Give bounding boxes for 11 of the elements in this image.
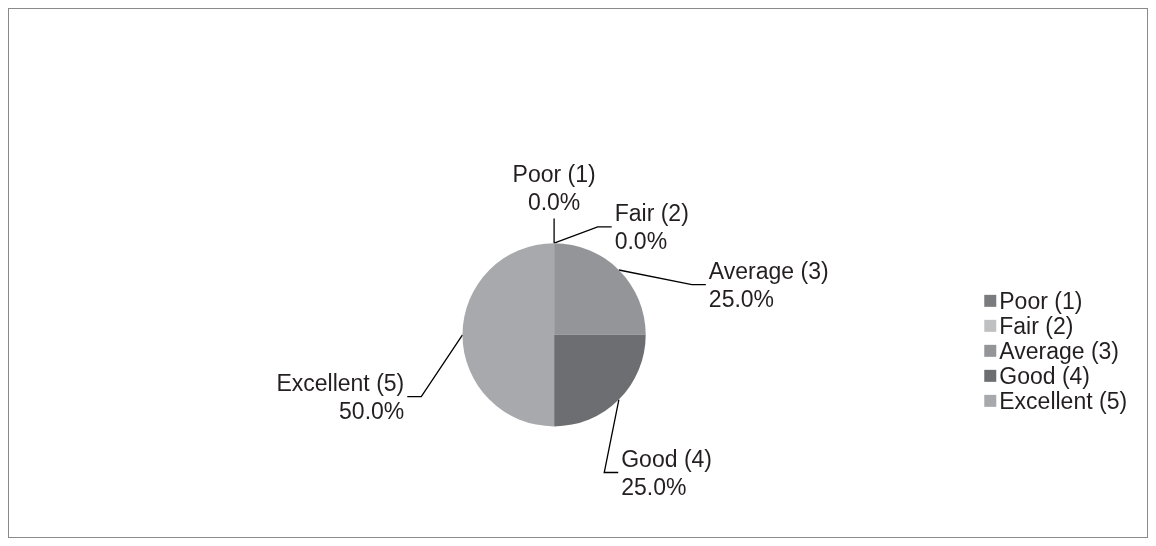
slice-label: Excellent (5)	[276, 369, 405, 396]
slice-label: Good (4)	[621, 445, 712, 472]
category-label: Poor (1)	[512, 161, 596, 188]
text: 0.0%	[527, 189, 581, 216]
legend-label: Poor (1)	[999, 287, 1083, 314]
category-label: Fair (2)	[614, 199, 689, 226]
slice-label: Average (3)	[708, 257, 829, 284]
data-label: 25.0%	[708, 285, 775, 312]
data-label: 50.0%	[339, 397, 405, 424]
text: 0.0%	[614, 227, 668, 254]
data-label: 25.0%	[621, 473, 687, 500]
